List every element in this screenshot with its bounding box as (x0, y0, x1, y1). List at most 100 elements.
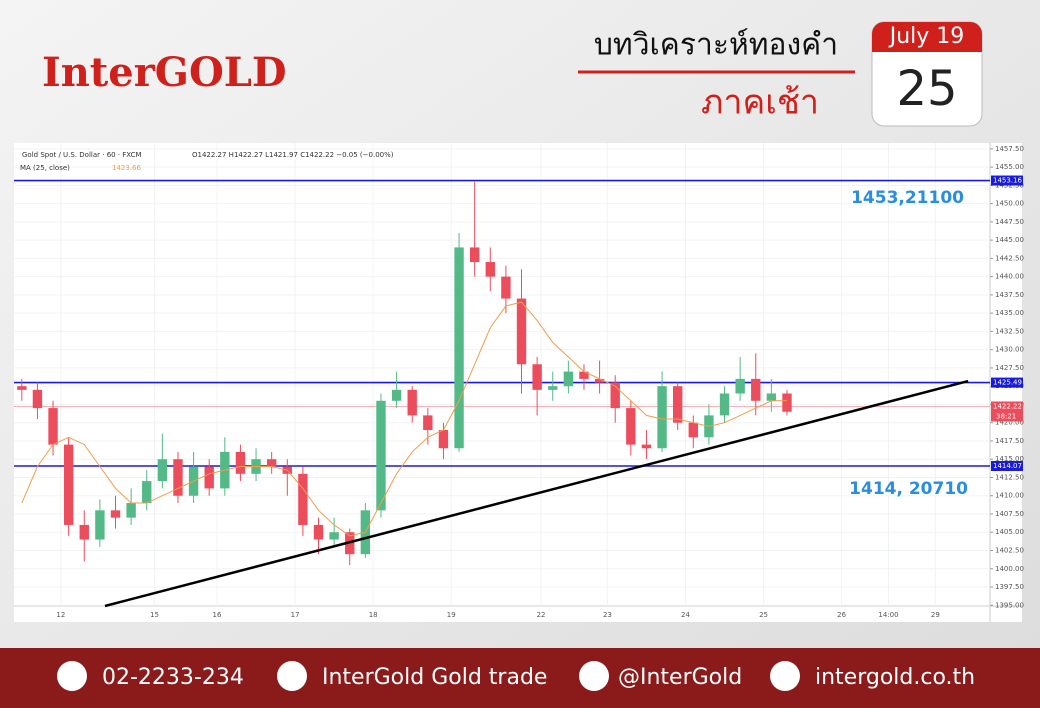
x-tick-label: 15 (150, 611, 159, 619)
level-tag-label: 1425.49 (993, 379, 1022, 387)
level-tag-label: 1453.16 (993, 177, 1022, 185)
price-tag (991, 401, 1023, 422)
y-tick-label: 1440.00 (995, 273, 1024, 281)
candle-body (32, 389, 43, 409)
candle-body (532, 364, 542, 390)
x-tick-label: 25 (759, 611, 768, 619)
candle-body (266, 459, 277, 467)
y-tick-label: 1405.00 (995, 528, 1024, 536)
calendar-month: July 19 (888, 24, 965, 49)
candle-body (766, 393, 777, 401)
candle-body (735, 378, 745, 394)
candle-body (298, 473, 308, 525)
y-tick-label: 1457.50 (995, 145, 1024, 153)
phone: 02-2233-234 (102, 665, 244, 690)
y-tick-label: 1400.00 (995, 565, 1024, 573)
symbol: Gold Spot / U.S. Dollar · 60 · FXCM (22, 151, 142, 159)
candle-body (782, 393, 792, 412)
candle-body (17, 386, 27, 390)
candle-body (688, 422, 698, 438)
x-tick-label: 18 (369, 611, 378, 619)
x-tick-label: 17 (291, 611, 300, 619)
website: intergold.co.th (815, 665, 975, 690)
x-tick-label: 14:00 (878, 611, 898, 619)
web-icon (770, 661, 800, 691)
candle-body (95, 510, 105, 540)
countdown: 38:21 (996, 412, 1016, 420)
candle-body (376, 400, 386, 511)
candle-body (110, 510, 121, 518)
candle-body (485, 262, 495, 277)
candle-body (407, 389, 417, 416)
candle-body (454, 247, 464, 449)
candle-body (579, 371, 589, 379)
y-tick-label: 1435.00 (995, 309, 1024, 317)
candle-body (142, 481, 152, 504)
x-tick-label: 29 (931, 611, 940, 619)
x-tick-label: 19 (447, 611, 456, 619)
candle-body (516, 298, 527, 365)
candle-body (391, 389, 402, 401)
candle-body (63, 444, 74, 525)
candle-body (329, 532, 339, 540)
x-tick-label: 23 (603, 611, 612, 619)
candle-body (594, 378, 605, 383)
candle-body (423, 415, 433, 431)
annotation: 1453,21100 (851, 188, 964, 208)
candle-body (626, 408, 636, 445)
candle-body (204, 466, 214, 489)
ohlc-legend: O1422.27 H1422.27 L1421.97 C1422.22 −0.0… (192, 151, 394, 159)
y-tick-label: 1442.50 (995, 254, 1024, 262)
banner-title: บทวิเคราะห์ทองคำ (594, 28, 838, 63)
line-id: @InterGold (618, 665, 742, 690)
y-tick-label: 1427.50 (995, 364, 1024, 372)
facebook: InterGold Gold trade (322, 665, 547, 690)
candle-body (173, 459, 183, 496)
candle-body (563, 371, 574, 387)
y-tick-label: 1455.00 (995, 163, 1024, 171)
y-tick-label: 1407.50 (995, 510, 1024, 518)
y-tick-label: 1432.50 (995, 327, 1024, 335)
candle-body (438, 430, 449, 449)
candle-body (548, 386, 558, 390)
candle-body (672, 386, 683, 423)
x-tick-label: 22 (537, 611, 546, 619)
y-tick-label: 1410.00 (995, 492, 1024, 500)
candle-body (610, 382, 620, 409)
banner-subtitle: ภาคเช้า (701, 83, 819, 123)
calendar-day: 25 (896, 61, 957, 117)
y-tick-label: 1417.50 (995, 437, 1024, 445)
line-icon (579, 661, 609, 691)
x-tick-label: 16 (213, 611, 222, 619)
y-tick-label: 1420.00 (995, 419, 1024, 427)
x-tick-label: 24 (681, 611, 690, 619)
phone-icon (57, 661, 87, 691)
candle-body (469, 247, 480, 263)
y-tick-label: 1415.00 (995, 455, 1024, 463)
candle-body (751, 378, 761, 401)
x-tick-label: 26 (837, 611, 846, 619)
footer (0, 648, 1040, 708)
candle-body (657, 386, 667, 449)
ma-line (21, 301, 787, 537)
y-tick-label: 1430.00 (995, 346, 1024, 354)
y-tick-label: 1447.50 (995, 218, 1024, 226)
annotation: 1414, 20710 (849, 479, 968, 499)
candle-body (157, 459, 168, 482)
brand: InterGOLD (42, 49, 287, 96)
x-tick-label: 12 (56, 611, 65, 619)
candle-body (719, 393, 730, 416)
level-tag-label: 1414.07 (993, 462, 1022, 470)
level-tag (991, 175, 1023, 186)
y-tick-label: 1437.50 (995, 291, 1024, 299)
y-tick-label: 1450.00 (995, 200, 1024, 208)
y-tick-label: 1397.50 (995, 583, 1024, 591)
indicator-label: MA (25, close) (20, 164, 70, 172)
level-tag (991, 461, 1023, 472)
plot: 1395.00 1397.50 1400.00 1402.50 1405.00 1407.… (14, 143, 1024, 619)
y-tick-label: 1395.00 (995, 601, 1024, 609)
calendar-top (872, 22, 982, 52)
facebook-icon (277, 661, 307, 691)
